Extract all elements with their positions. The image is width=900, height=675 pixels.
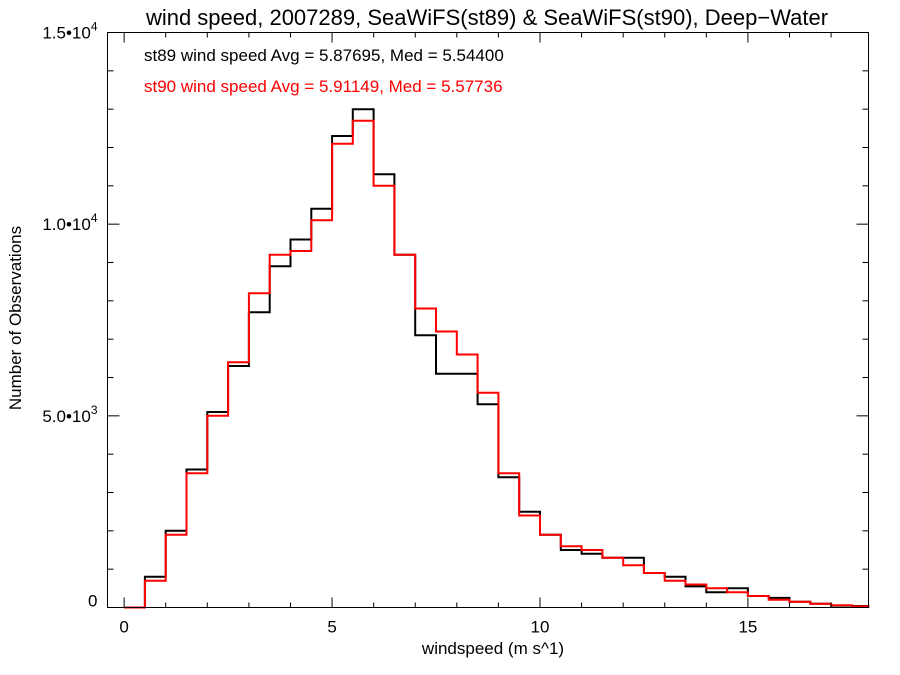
series-layer — [124, 108, 870, 609]
series-line-st89 — [124, 108, 870, 609]
x-tick-label-1: 5 — [327, 618, 336, 637]
y-tick-label-2: 1.0•104 — [42, 211, 98, 234]
chart-title: wind speed, 2007289, SeaWiFS(st89) & Sea… — [145, 5, 828, 30]
x-tick-label-0: 0 — [119, 618, 128, 637]
y-tick-label-0: 0 — [88, 592, 97, 611]
x-tick-label-2: 10 — [531, 618, 550, 637]
x-tick-label-3: 15 — [738, 618, 757, 637]
x-axis-label: windspeed (m s^1) — [421, 639, 564, 658]
series-line-st90 — [124, 119, 870, 609]
legend-st89: st89 wind speed Avg = 5.87695, Med = 5.5… — [144, 46, 504, 65]
y-tick-label-1: 5.0•103 — [42, 403, 98, 426]
legend-st90: st90 wind speed Avg = 5.91149, Med = 5.5… — [144, 77, 503, 96]
y-axis-label: Number of Observations — [6, 226, 25, 410]
ticks-layer: 0 5 10 15 0 5.0•103 1.0•104 1.5•104 — [42, 20, 869, 637]
plot-frame — [107, 32, 869, 608]
y-tick-label-3: 1.5•104 — [42, 20, 98, 43]
